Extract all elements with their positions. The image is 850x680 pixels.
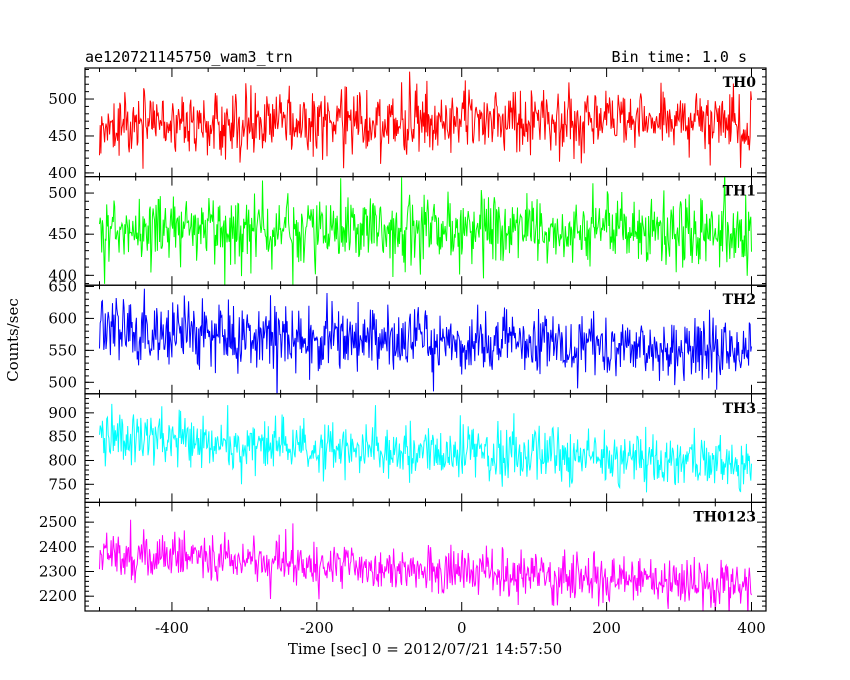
panel-label: TH0123 xyxy=(693,509,756,525)
panels-group: 400 450 500 TH0 400 450 500 TH1 500 550 600 650 TH2 7… xyxy=(39,67,767,637)
y-tick-label: 450 xyxy=(48,225,77,243)
panel-th3: 750 800 850 900 TH3 xyxy=(48,393,767,503)
y-tick-label: 400 xyxy=(48,164,77,182)
y-tick-label: 800 xyxy=(48,451,77,469)
panel-th2: 500 550 600 650 TH2 xyxy=(48,277,767,395)
y-tick-label: 500 xyxy=(48,184,77,202)
series-th0 xyxy=(99,71,752,169)
y-tick-label: 450 xyxy=(48,127,77,145)
y-tick-label: 2400 xyxy=(39,538,77,556)
y-tick-label: 650 xyxy=(48,277,77,295)
series-th1 xyxy=(99,176,752,286)
panel-th0: 400 450 500 TH0 xyxy=(48,67,767,182)
bin-time-label: Bin time: 1.0 s xyxy=(612,48,747,66)
chart-title: ae120721145750_wam3_trn xyxy=(85,48,293,66)
y-tick-label: 600 xyxy=(48,309,77,327)
y-tick-label: 2300 xyxy=(39,563,77,581)
y-tick-label: 750 xyxy=(48,475,77,493)
panel-label: TH3 xyxy=(723,401,756,417)
y-tick-label: 850 xyxy=(48,428,77,446)
y-tick-label: 900 xyxy=(48,404,77,422)
y-tick-label: 550 xyxy=(48,341,77,359)
y-tick-label: 500 xyxy=(48,373,77,391)
panel-label: TH1 xyxy=(723,184,756,200)
x-tick-label: 400 xyxy=(737,619,766,637)
x-axis-label: Time [sec] 0 = 2012/07/21 14:57:50 xyxy=(288,640,562,658)
series-th2 xyxy=(99,288,752,394)
y-axis-label: Counts/sec xyxy=(4,298,22,382)
x-tick-label: -400 xyxy=(155,619,189,637)
panel-frame xyxy=(84,501,767,612)
x-tick-label: -200 xyxy=(300,619,334,637)
panel-label: TH2 xyxy=(723,292,756,308)
y-tick-label: 500 xyxy=(48,90,77,108)
panel-label: TH0 xyxy=(723,75,757,91)
x-tick-label: 200 xyxy=(592,619,621,637)
x-tick-label: 0 xyxy=(457,619,467,637)
y-tick-label: 400 xyxy=(48,266,77,284)
panel-th1: 400 450 500 TH1 xyxy=(48,176,767,286)
y-tick-label: 2500 xyxy=(39,513,77,531)
series-th0123 xyxy=(99,519,752,611)
y-tick-label: 2200 xyxy=(39,587,77,605)
series-th3 xyxy=(99,403,752,493)
panel-frame xyxy=(84,393,767,503)
panel-th0123: 2200 2300 2400 2500 TH0123 xyxy=(39,501,767,612)
